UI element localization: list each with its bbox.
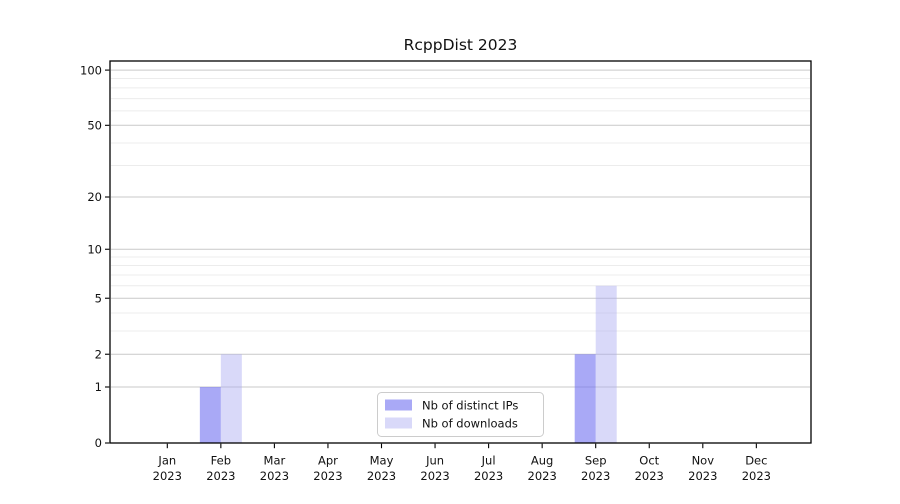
x-tick-label-month: Dec xyxy=(745,454,767,468)
x-tick-label: Jun 2023 xyxy=(420,454,449,484)
bar-nb-of-downloads-sep xyxy=(595,285,617,443)
legend: Nb of distinct IPs Nb of downloads xyxy=(377,392,544,437)
x-tick-label-year: 2023 xyxy=(313,469,342,483)
x-tick-label: Aug 2023 xyxy=(528,454,557,484)
x-tick-label-month: Jul xyxy=(481,454,496,468)
x-tick-label: May 2023 xyxy=(367,454,396,484)
x-tick-label: Feb 2023 xyxy=(206,454,235,484)
bar-nb-of-distinct-ips-sep xyxy=(574,354,596,443)
x-tick-label-year: 2023 xyxy=(635,469,664,483)
y-tick-label: 1 xyxy=(95,380,102,394)
x-tick-label-month: Sep xyxy=(585,454,607,468)
x-tick-label: Apr 2023 xyxy=(313,454,342,484)
bar-layer xyxy=(199,285,617,443)
y-tick-label: 10 xyxy=(87,242,102,256)
x-tick-label: Jul 2023 xyxy=(474,454,503,484)
y-tick-label: 5 xyxy=(95,291,102,305)
y-tick-label: 2 xyxy=(95,347,102,361)
y-tick-label: 20 xyxy=(87,190,102,204)
chart-title: RcppDist 2023 xyxy=(404,36,518,54)
x-tick-label: Oct 2023 xyxy=(635,454,664,484)
legend-box xyxy=(377,392,544,437)
x-tick-label-month: Feb xyxy=(211,454,231,468)
x-tick-label-month: Apr xyxy=(318,454,338,468)
x-tick-label: Jan 2023 xyxy=(153,454,182,484)
legend-label-downloads: Nb of downloads xyxy=(422,417,518,431)
y-tick-label: 50 xyxy=(87,119,102,133)
bar-nb-of-downloads-feb xyxy=(220,354,242,443)
x-tick-label: Dec 2023 xyxy=(742,454,771,484)
x-tick-label-month: Jun xyxy=(425,454,444,468)
x-tick-label-year: 2023 xyxy=(474,469,503,483)
x-tick-label-year: 2023 xyxy=(153,469,182,483)
x-tick-label-year: 2023 xyxy=(260,469,289,483)
y-tick-label: 100 xyxy=(80,63,102,77)
x-tick-label: Mar 2023 xyxy=(260,454,289,484)
x-tick-label-month: May xyxy=(370,454,394,468)
x-tick-label: Sep 2023 xyxy=(581,454,610,484)
y-tick-label: 0 xyxy=(95,436,102,450)
x-tick-label-month: Aug xyxy=(531,454,553,468)
x-tick-label-year: 2023 xyxy=(206,469,235,483)
x-tick-label-year: 2023 xyxy=(420,469,449,483)
x-tick-label-year: 2023 xyxy=(367,469,396,483)
x-tick-label-year: 2023 xyxy=(581,469,610,483)
legend-label-distinct-ips: Nb of distinct IPs xyxy=(422,399,518,413)
x-tick-label-month: Mar xyxy=(264,454,286,468)
x-tick-label: Nov 2023 xyxy=(688,454,717,484)
grid-layer xyxy=(111,69,810,388)
legend-swatch-distinct-ips-icon xyxy=(385,399,412,411)
x-tick-label-year: 2023 xyxy=(528,469,557,483)
tick-layer xyxy=(105,69,757,449)
x-tick-label-year: 2023 xyxy=(688,469,717,483)
x-tick-label-month: Oct xyxy=(639,454,659,468)
x-tick-label-year: 2023 xyxy=(742,469,771,483)
x-tick-label-month: Jan xyxy=(157,454,176,468)
plot-border xyxy=(109,60,812,444)
bar-nb-of-distinct-ips-feb xyxy=(199,386,221,443)
legend-swatch-downloads-icon xyxy=(385,417,412,429)
x-tick-label-month: Nov xyxy=(692,454,715,468)
